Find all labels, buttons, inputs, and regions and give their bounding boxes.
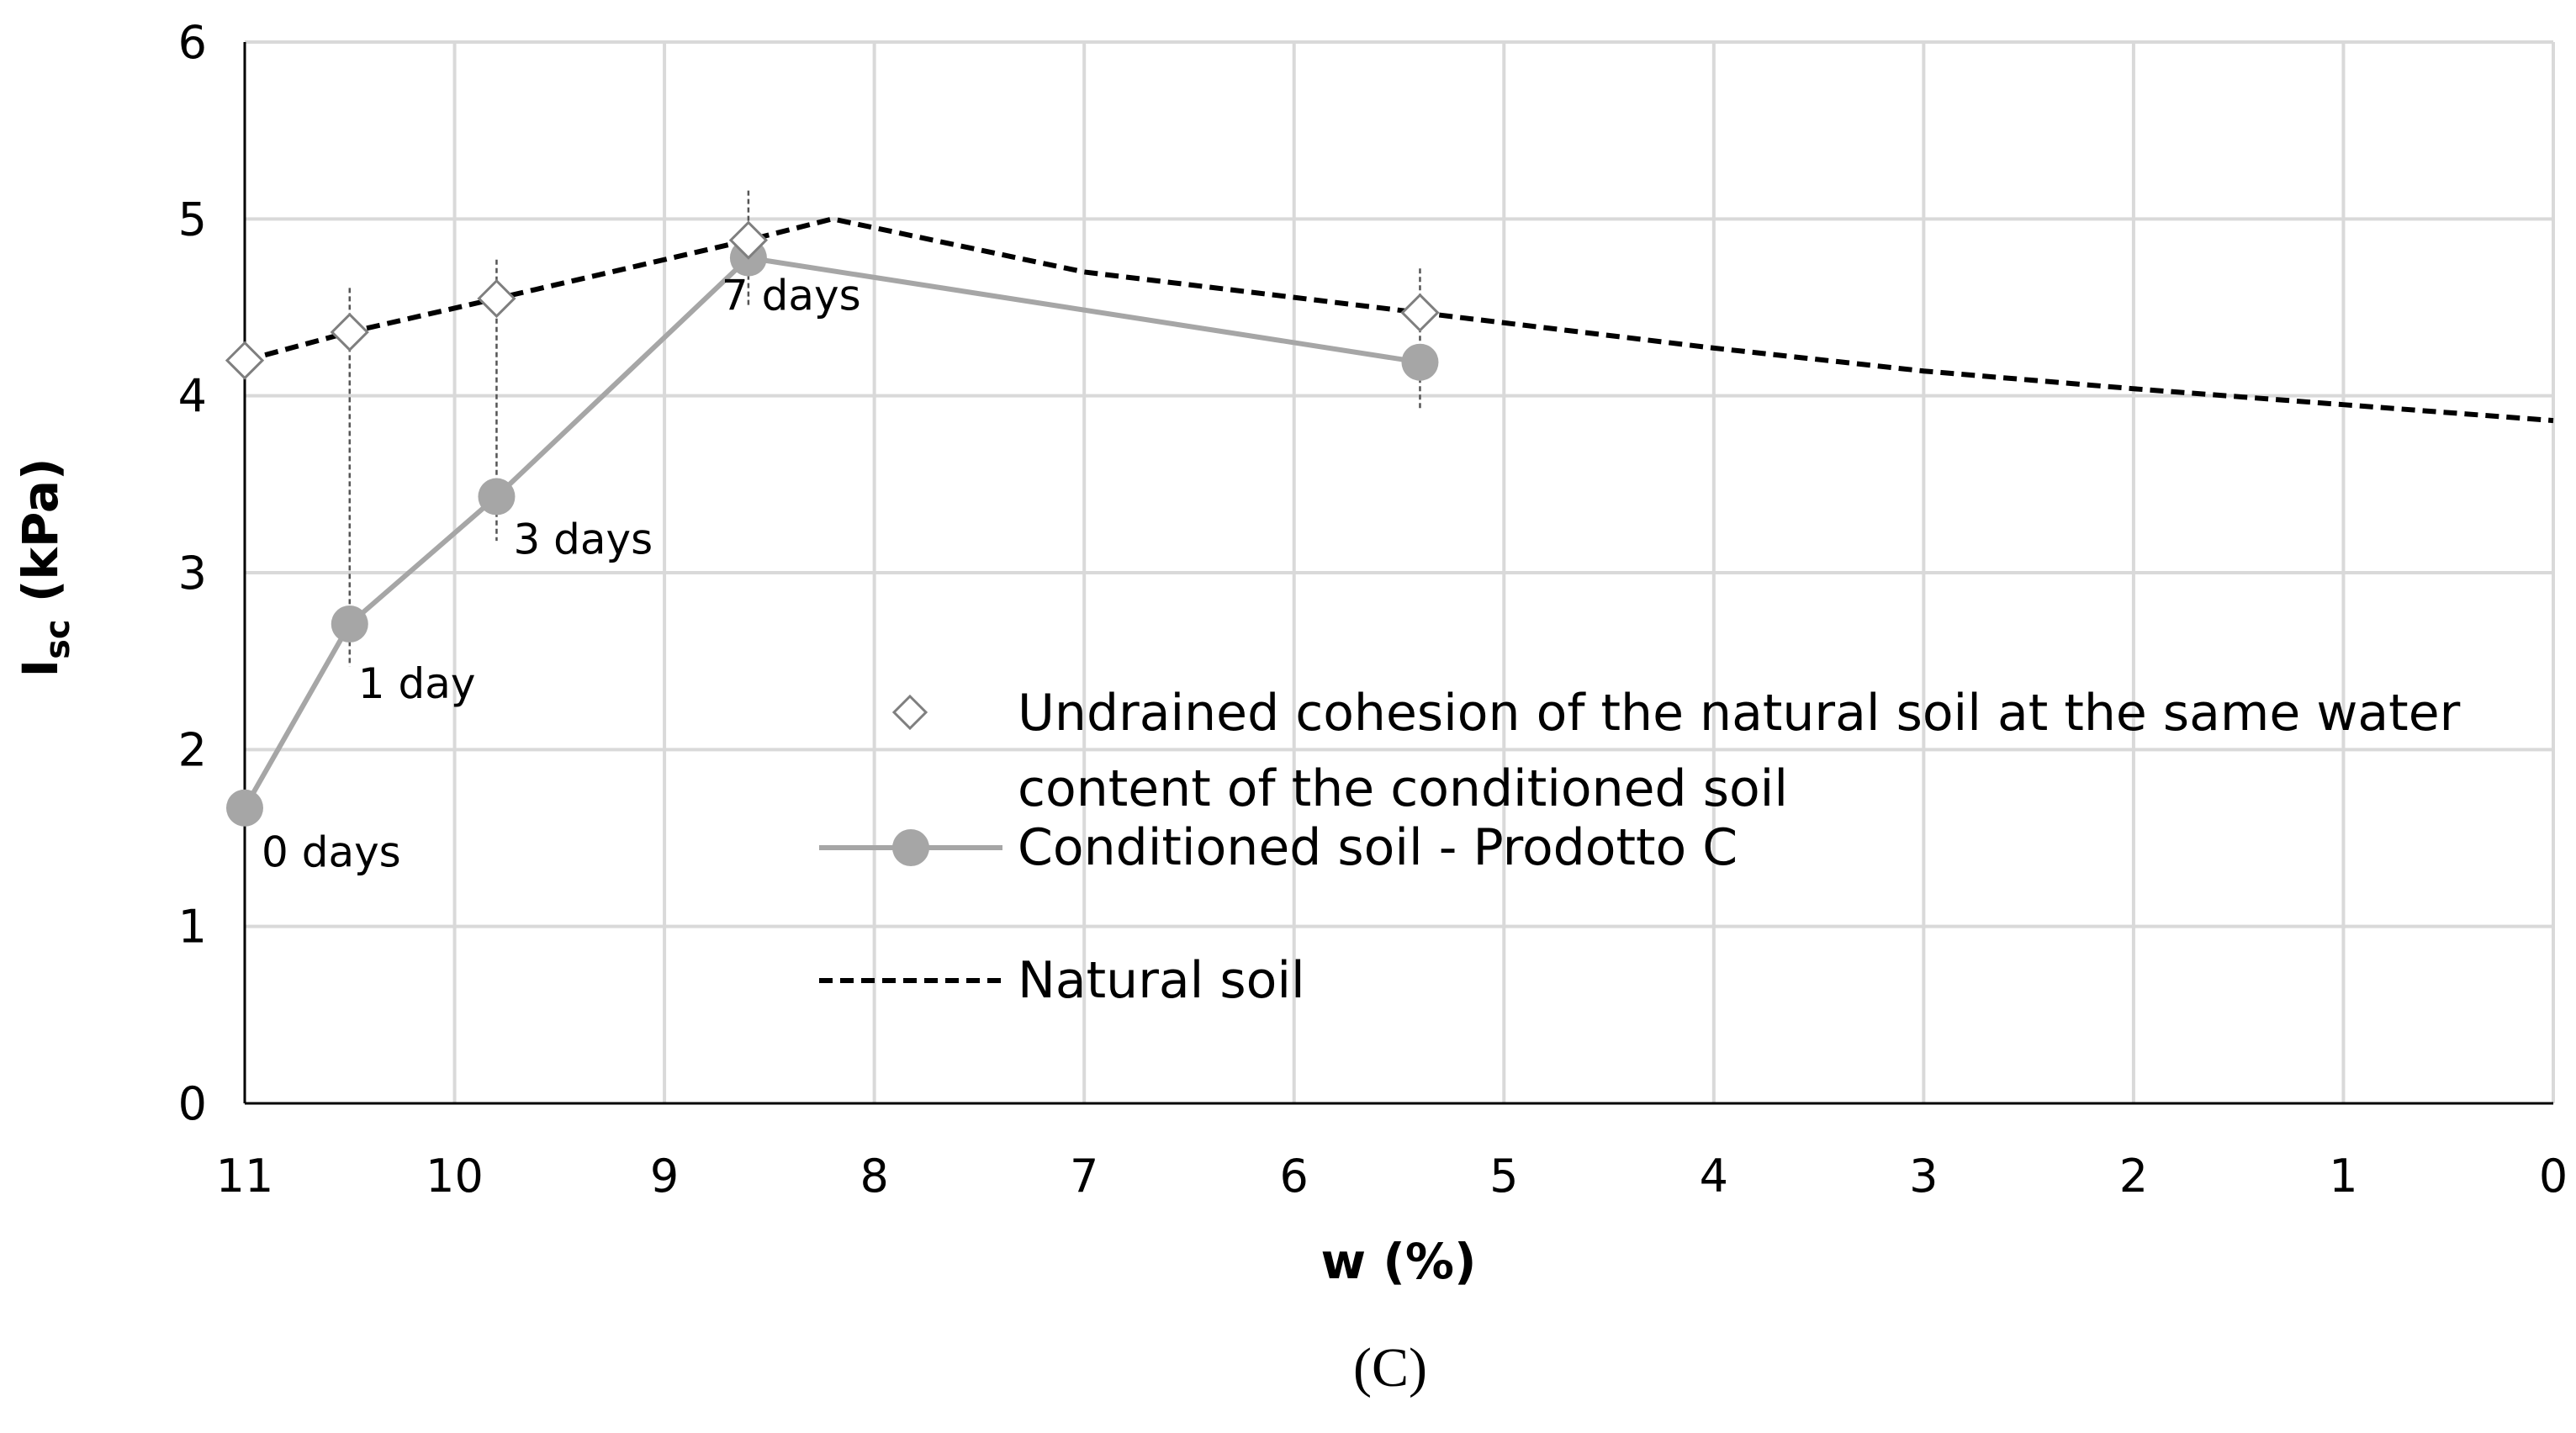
- y-axis-title: Isc (kPa): [12, 458, 77, 678]
- conditioned-soil-point: [478, 478, 516, 516]
- x-tick-label: 5: [1489, 1150, 1518, 1203]
- y-tick-label: 1: [178, 901, 207, 954]
- axes: [243, 42, 2553, 1105]
- y-tick-label: 5: [178, 193, 207, 246]
- x-tick-label: 3: [1909, 1150, 1938, 1203]
- series-layer: [225, 190, 2554, 827]
- undrained-cohesion-point: [728, 220, 769, 260]
- day-annotation: 3 days: [513, 516, 653, 564]
- y-axis-title-sub: sc: [39, 619, 77, 659]
- y-axis-title-main: I: [12, 659, 69, 678]
- conditioned-soil-point: [226, 789, 263, 827]
- y-tick-label: 3: [178, 547, 207, 600]
- legend-label-natural: Natural soil: [1018, 951, 1305, 1010]
- day-annotation: 7 days: [722, 272, 861, 320]
- x-tick-label: 4: [1700, 1150, 1728, 1203]
- undrained-cohesion-point: [330, 312, 369, 352]
- day-annotation: 0 days: [262, 828, 401, 877]
- legend-diamond-marker: [891, 694, 928, 731]
- day-annotation: 1 day: [358, 659, 476, 708]
- y-axis-title-unit: (kPa): [12, 458, 69, 620]
- undrained-cohesion-point: [477, 278, 516, 319]
- conditioned-soil-point: [1401, 343, 1439, 381]
- legend-label-undrained-line2: content of the conditioned soil: [1018, 759, 1788, 818]
- natural-soil-line: [244, 216, 2554, 424]
- y-tick-label: 4: [178, 370, 207, 423]
- x-tick-label: 8: [860, 1150, 888, 1203]
- y-tick-label: 6: [178, 16, 207, 69]
- x-axis-title: w (%): [1321, 1233, 1477, 1290]
- undrained-cohesion-point: [1400, 293, 1440, 332]
- legend: Undrained cohesion of the natural soil a…: [819, 684, 2461, 1010]
- x-tick-label: 7: [1070, 1150, 1098, 1203]
- conditioned-soil-point: [331, 605, 368, 642]
- x-tick-label: 11: [216, 1150, 274, 1203]
- x-tick-label: 10: [426, 1150, 484, 1203]
- y-tick-label: 2: [178, 723, 207, 776]
- x-tick-label: 0: [2539, 1150, 2568, 1203]
- grid: [245, 40, 2555, 1103]
- x-tick-label: 6: [1280, 1150, 1309, 1203]
- legend-conditioned-marker: [892, 829, 929, 866]
- legend-label-undrained-line1: Undrained cohesion of the natural soil a…: [1018, 684, 2461, 743]
- y-tick-label: 0: [178, 1077, 207, 1130]
- x-tick-label: 9: [650, 1150, 679, 1203]
- x-tick-label: 1: [2329, 1150, 2357, 1203]
- annotations: 0 days 1 day 3 days 7 days: [262, 272, 861, 877]
- x-tick-label: 2: [2119, 1150, 2148, 1203]
- legend-label-conditioned: Conditioned soil - Prodotto C: [1018, 818, 1738, 877]
- undrained-cohesion-point: [225, 341, 265, 380]
- figure-caption: (C): [1353, 1337, 1427, 1399]
